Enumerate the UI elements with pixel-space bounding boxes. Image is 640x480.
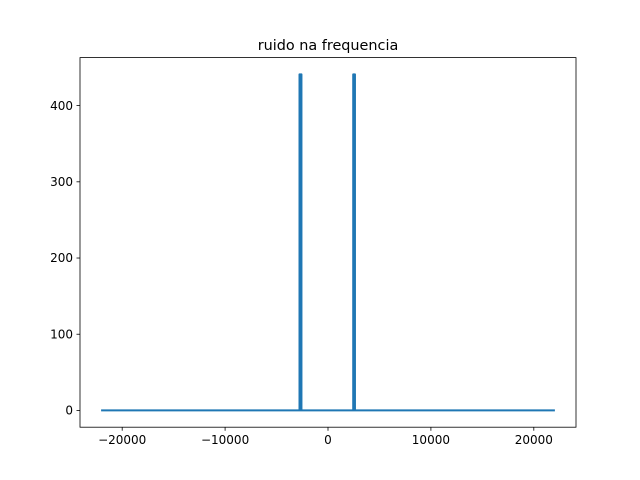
plot-area-background xyxy=(80,57,576,428)
y-tick-label: 400 xyxy=(50,99,73,113)
x-tick-label: 10000 xyxy=(412,433,450,447)
series-layer xyxy=(101,73,555,412)
y-tick-label: 300 xyxy=(50,175,73,189)
y-tick-label: 100 xyxy=(50,327,73,341)
x-tick-label: −10000 xyxy=(201,433,249,447)
x-tick-label: −20000 xyxy=(98,433,146,447)
y-tick-label: 200 xyxy=(50,251,73,265)
x-tick-label: 0 xyxy=(324,433,332,447)
x-tick-label: 20000 xyxy=(515,433,553,447)
y-tick-label: 0 xyxy=(65,404,73,418)
series-line-0 xyxy=(101,73,555,412)
x-axis: −20000 −10000 0 10000 20000 xyxy=(98,427,553,447)
y-axis: 0 100 200 300 400 xyxy=(50,99,80,418)
chart-title: ruido na frequencia xyxy=(258,38,399,54)
